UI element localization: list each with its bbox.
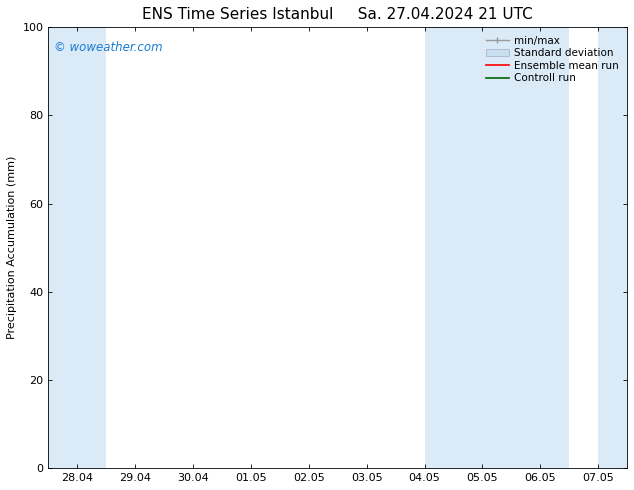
Bar: [425, 27, 569, 468]
Y-axis label: Precipitation Accumulation (mm): Precipitation Accumulation (mm): [7, 156, 17, 340]
Text: © woweather.com: © woweather.com: [54, 41, 163, 53]
Bar: [48, 27, 107, 468]
Bar: [598, 27, 627, 468]
Legend: min/max, Standard deviation, Ensemble mean run, Controll run: min/max, Standard deviation, Ensemble me…: [482, 32, 622, 87]
Title: ENS Time Series Istanbul     Sa. 27.04.2024 21 UTC: ENS Time Series Istanbul Sa. 27.04.2024 …: [143, 7, 533, 22]
